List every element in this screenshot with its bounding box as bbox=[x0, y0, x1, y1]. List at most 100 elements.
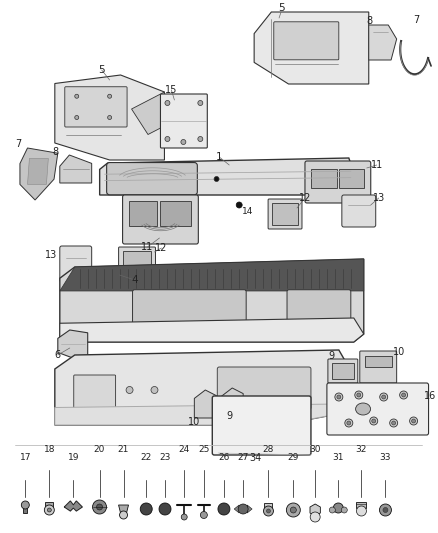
Circle shape bbox=[341, 507, 347, 513]
Text: 8: 8 bbox=[367, 16, 373, 26]
FancyBboxPatch shape bbox=[74, 375, 116, 408]
Circle shape bbox=[200, 512, 207, 519]
Polygon shape bbox=[310, 504, 320, 516]
Circle shape bbox=[357, 393, 361, 397]
Text: 20: 20 bbox=[94, 446, 105, 455]
Circle shape bbox=[381, 395, 386, 399]
Text: 25: 25 bbox=[198, 446, 209, 455]
Text: 23: 23 bbox=[159, 454, 171, 463]
Bar bbox=[272, 203, 298, 225]
Circle shape bbox=[165, 101, 170, 106]
Circle shape bbox=[181, 140, 186, 144]
Polygon shape bbox=[100, 158, 354, 195]
Circle shape bbox=[412, 419, 416, 423]
FancyBboxPatch shape bbox=[212, 396, 311, 455]
Circle shape bbox=[347, 421, 351, 425]
Polygon shape bbox=[119, 505, 128, 513]
Polygon shape bbox=[60, 259, 364, 342]
FancyBboxPatch shape bbox=[268, 199, 302, 229]
Circle shape bbox=[335, 393, 343, 401]
Bar bbox=[332, 363, 354, 379]
Text: 7: 7 bbox=[413, 15, 420, 25]
Text: 13: 13 bbox=[373, 193, 385, 203]
Circle shape bbox=[198, 101, 203, 106]
FancyBboxPatch shape bbox=[287, 290, 351, 331]
Text: 12: 12 bbox=[299, 193, 311, 203]
FancyBboxPatch shape bbox=[106, 163, 198, 195]
Text: 16: 16 bbox=[424, 391, 437, 401]
Text: 5: 5 bbox=[278, 3, 284, 13]
FancyBboxPatch shape bbox=[160, 94, 207, 148]
Circle shape bbox=[266, 509, 270, 513]
Text: 11: 11 bbox=[141, 242, 154, 252]
Text: 31: 31 bbox=[332, 454, 344, 463]
FancyBboxPatch shape bbox=[274, 22, 339, 60]
Text: 7: 7 bbox=[15, 139, 21, 149]
Circle shape bbox=[410, 417, 417, 425]
Circle shape bbox=[290, 507, 297, 513]
Text: 15: 15 bbox=[165, 85, 177, 95]
Bar bbox=[23, 508, 27, 513]
Ellipse shape bbox=[356, 403, 371, 415]
FancyBboxPatch shape bbox=[133, 290, 246, 327]
Circle shape bbox=[236, 202, 242, 208]
Circle shape bbox=[345, 419, 353, 427]
Polygon shape bbox=[55, 350, 354, 425]
Text: 13: 13 bbox=[45, 250, 57, 260]
Bar bbox=[160, 201, 191, 226]
Circle shape bbox=[337, 395, 341, 399]
Text: 34: 34 bbox=[249, 453, 261, 463]
Circle shape bbox=[402, 393, 406, 397]
Circle shape bbox=[165, 136, 170, 141]
FancyBboxPatch shape bbox=[328, 359, 358, 383]
Circle shape bbox=[310, 512, 320, 522]
Circle shape bbox=[238, 504, 248, 514]
Text: 6: 6 bbox=[55, 350, 61, 360]
FancyBboxPatch shape bbox=[60, 246, 92, 282]
Polygon shape bbox=[55, 75, 164, 160]
Bar bbox=[129, 201, 157, 226]
Circle shape bbox=[108, 116, 112, 119]
Bar bbox=[339, 169, 364, 188]
Polygon shape bbox=[194, 390, 216, 418]
Circle shape bbox=[108, 94, 112, 98]
Polygon shape bbox=[254, 12, 369, 84]
FancyBboxPatch shape bbox=[119, 247, 155, 277]
Circle shape bbox=[47, 508, 51, 512]
Text: 11: 11 bbox=[371, 160, 383, 170]
Circle shape bbox=[333, 503, 343, 513]
Circle shape bbox=[214, 176, 219, 182]
Circle shape bbox=[181, 514, 187, 520]
FancyBboxPatch shape bbox=[360, 351, 397, 383]
Circle shape bbox=[380, 393, 388, 401]
Text: 1: 1 bbox=[216, 152, 223, 162]
Circle shape bbox=[329, 507, 336, 513]
Polygon shape bbox=[369, 25, 397, 60]
Text: 18: 18 bbox=[43, 446, 55, 455]
Polygon shape bbox=[58, 330, 88, 358]
Text: 28: 28 bbox=[263, 446, 274, 455]
Text: 19: 19 bbox=[67, 454, 79, 463]
Circle shape bbox=[264, 506, 273, 516]
Polygon shape bbox=[55, 404, 354, 425]
Circle shape bbox=[357, 506, 367, 516]
Circle shape bbox=[383, 507, 388, 513]
Text: 29: 29 bbox=[288, 454, 299, 463]
FancyBboxPatch shape bbox=[123, 195, 198, 244]
Text: 21: 21 bbox=[118, 446, 129, 455]
Circle shape bbox=[286, 503, 300, 517]
FancyBboxPatch shape bbox=[65, 87, 127, 127]
Polygon shape bbox=[221, 388, 243, 416]
Text: 4: 4 bbox=[131, 275, 138, 285]
Circle shape bbox=[75, 116, 79, 119]
Circle shape bbox=[390, 419, 398, 427]
Text: 24: 24 bbox=[179, 446, 190, 455]
Bar bbox=[311, 169, 337, 188]
Polygon shape bbox=[247, 505, 252, 513]
Bar bbox=[123, 251, 152, 273]
Text: 27: 27 bbox=[237, 454, 249, 463]
Circle shape bbox=[126, 386, 133, 393]
FancyBboxPatch shape bbox=[217, 367, 311, 409]
Bar bbox=[265, 503, 272, 508]
Circle shape bbox=[370, 417, 378, 425]
